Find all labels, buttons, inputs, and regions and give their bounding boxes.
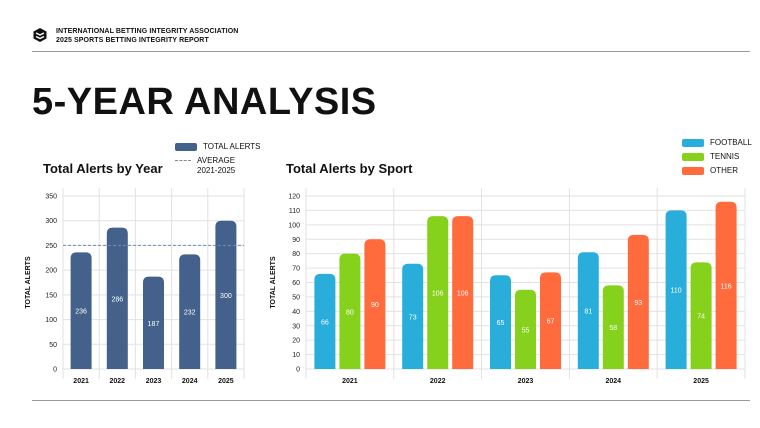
y-tick-label: 150 bbox=[45, 292, 57, 299]
bar bbox=[715, 201, 737, 369]
report-header: INTERNATIONAL BETTING INTEGRITY ASSOCIAT… bbox=[56, 27, 238, 45]
bar-value-label: 55 bbox=[522, 327, 530, 334]
legend-football: FOOTBALL bbox=[710, 138, 752, 147]
legend-average-line1: AVERAGE bbox=[197, 156, 236, 165]
bar-value-label: 74 bbox=[697, 314, 705, 321]
bar-value-label: 300 bbox=[220, 293, 232, 300]
association-logo-icon bbox=[33, 28, 47, 42]
y-tick-label: 10 bbox=[292, 352, 300, 359]
y-tick-label: 60 bbox=[292, 280, 300, 287]
bar bbox=[427, 216, 449, 369]
bar-value-label: 116 bbox=[721, 283, 732, 290]
football-swatch bbox=[682, 139, 704, 147]
legend-other: OTHER bbox=[710, 166, 738, 175]
bar bbox=[490, 275, 511, 369]
y-tick-label: 0 bbox=[53, 367, 57, 374]
tennis-swatch bbox=[682, 153, 704, 161]
x-category-label: 2023 bbox=[518, 378, 534, 385]
y-axis-label: TOTAL ALERTS bbox=[25, 256, 32, 309]
bar-value-label: 236 bbox=[75, 309, 87, 316]
y-tick-label: 90 bbox=[292, 237, 300, 244]
bar-value-label: 110 bbox=[671, 288, 682, 295]
bar-value-label: 187 bbox=[148, 321, 160, 328]
bar bbox=[540, 272, 561, 369]
bar bbox=[627, 234, 649, 369]
bar bbox=[402, 263, 424, 369]
bar bbox=[106, 227, 128, 369]
bar-value-label: 67 bbox=[547, 319, 555, 326]
x-category-label: 2023 bbox=[146, 378, 162, 385]
bar-value-label: 93 bbox=[634, 300, 642, 307]
y-tick-label: 200 bbox=[45, 268, 57, 275]
bar bbox=[70, 252, 92, 369]
average-line-swatch bbox=[175, 160, 191, 161]
other-swatch bbox=[682, 167, 704, 175]
x-category-label: 2025 bbox=[693, 378, 709, 385]
x-category-label: 2021 bbox=[73, 378, 89, 385]
y-tick-label: 40 bbox=[292, 309, 300, 316]
x-category-label: 2024 bbox=[182, 378, 198, 385]
x-category-label: 2022 bbox=[110, 378, 126, 385]
organization-name: INTERNATIONAL BETTING INTEGRITY ASSOCIAT… bbox=[56, 28, 239, 35]
page-title: 5-YEAR ANALYSIS bbox=[32, 81, 377, 123]
x-category-label: 2022 bbox=[430, 378, 446, 385]
bar bbox=[452, 216, 474, 369]
y-tick-label: 30 bbox=[292, 323, 300, 330]
report-name: 2025 SPORTS BETTING INTEGRITY REPORT bbox=[56, 37, 209, 44]
y-tick-label: 80 bbox=[292, 251, 300, 258]
bar bbox=[215, 220, 237, 369]
bar-value-label: 66 bbox=[321, 319, 329, 326]
y-tick-label: 50 bbox=[49, 342, 57, 349]
bar bbox=[577, 252, 599, 369]
x-category-label: 2025 bbox=[218, 378, 234, 385]
y-axis-label: TOTAL ALERTS bbox=[270, 256, 277, 309]
y-tick-label: 100 bbox=[45, 317, 57, 324]
y-tick-label: 100 bbox=[288, 222, 300, 229]
year-chart-title: Total Alerts by Year bbox=[43, 161, 163, 176]
legend-average-line2: 2021-2025 bbox=[197, 166, 236, 175]
year-chart-legend: TOTAL ALERTS AVERAGE 2021-2025 bbox=[175, 142, 261, 176]
legend-total-alerts: TOTAL ALERTS bbox=[203, 142, 261, 151]
legend-tennis: TENNIS bbox=[710, 152, 740, 161]
bar bbox=[143, 276, 164, 369]
x-category-label: 2021 bbox=[342, 378, 358, 385]
y-tick-label: 50 bbox=[292, 294, 300, 301]
y-tick-label: 300 bbox=[45, 218, 57, 225]
total-alerts-swatch bbox=[175, 143, 197, 151]
bar bbox=[314, 273, 336, 369]
bar-value-label: 80 bbox=[346, 309, 354, 316]
footer-divider bbox=[32, 400, 750, 401]
header-divider bbox=[32, 51, 750, 52]
y-tick-label: 350 bbox=[45, 194, 57, 201]
y-tick-label: 250 bbox=[45, 243, 57, 250]
bar-value-label: 90 bbox=[371, 302, 379, 309]
bar bbox=[690, 262, 712, 369]
y-tick-label: 120 bbox=[288, 194, 300, 201]
sport-chart-legend: FOOTBALL TENNIS OTHER bbox=[682, 138, 752, 176]
y-tick-label: 70 bbox=[292, 266, 300, 273]
bar bbox=[515, 289, 536, 369]
bar bbox=[602, 285, 624, 369]
bar-value-label: 65 bbox=[497, 320, 505, 327]
bar bbox=[665, 210, 687, 369]
y-tick-label: 0 bbox=[296, 367, 300, 374]
bar-value-label: 232 bbox=[184, 310, 196, 317]
y-tick-label: 20 bbox=[292, 338, 300, 345]
bar bbox=[339, 253, 361, 369]
x-category-label: 2024 bbox=[606, 378, 622, 385]
bar-value-label: 73 bbox=[409, 314, 417, 321]
y-tick-label: 110 bbox=[289, 208, 300, 215]
bar bbox=[364, 239, 386, 369]
bar-value-label: 81 bbox=[584, 309, 592, 316]
bar-value-label: 106 bbox=[432, 291, 444, 298]
bar-value-label: 106 bbox=[457, 291, 469, 298]
bar-value-label: 286 bbox=[111, 296, 123, 303]
bar bbox=[179, 254, 201, 369]
bar-value-label: 58 bbox=[609, 325, 617, 332]
sport-chart-title: Total Alerts by Sport bbox=[286, 161, 413, 176]
